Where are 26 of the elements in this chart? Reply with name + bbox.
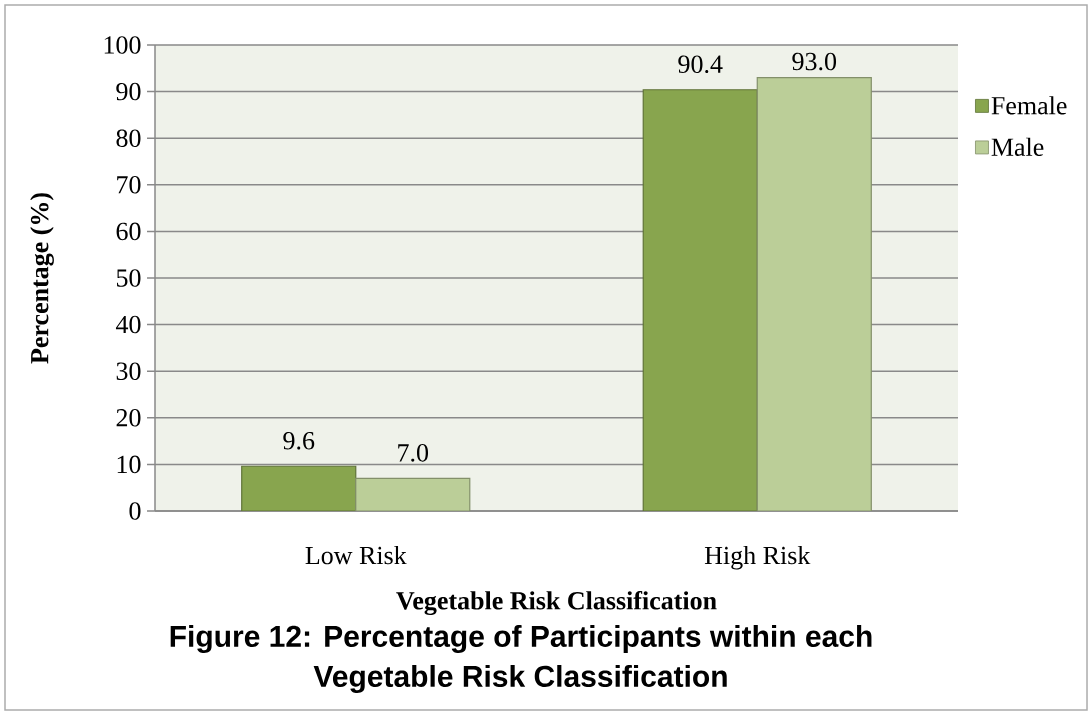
y-tick-label: 20 [116, 409, 141, 427]
y-tick-label: 100 [104, 36, 141, 54]
x-axis-title: Vegetable Risk Classification [396, 590, 717, 616]
y-tick-label: 70 [117, 176, 141, 194]
text: Figure 12: Percentage of Participants within each Vegetable Risk Classification [170, 624, 872, 694]
y-axis-title: Percentage (%) [30, 193, 54, 364]
data-label: 90.4 [678, 55, 723, 74]
bar [355, 477, 471, 511]
y-tick-label: 50 [116, 269, 141, 287]
bar [241, 465, 357, 511]
y-tick-label: 10 [117, 455, 141, 474]
legend-label: Male [991, 137, 1044, 156]
legend-label: Female [991, 96, 1067, 115]
data-label: 9.6 [283, 432, 315, 450]
y-tick-label: 80 [116, 129, 141, 147]
y-tick-label: 30 [116, 362, 141, 380]
data-label: 93.0 [792, 52, 837, 71]
x-tick-label: High Risk [704, 545, 811, 570]
y-tick-label: 0 [129, 502, 141, 520]
bar [642, 89, 758, 511]
y-tick-label: 60 [116, 222, 141, 241]
x-tick-label: Low Risk [305, 545, 407, 565]
bar [756, 77, 872, 511]
y-tick-label: 40 [115, 315, 141, 334]
data-label: 7.0 [398, 444, 429, 462]
y-tick-label: 90 [116, 82, 141, 101]
